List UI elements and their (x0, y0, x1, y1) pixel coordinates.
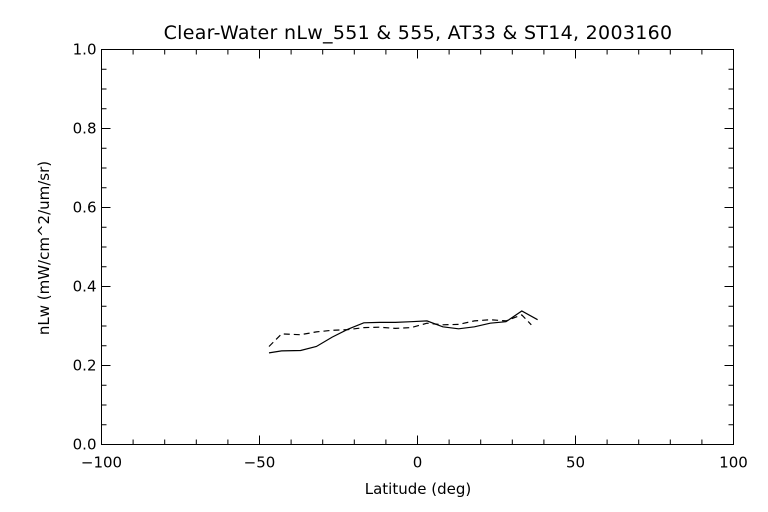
y-tick-label: 1.0 (73, 41, 97, 59)
x-axis-label: Latitude (deg) (365, 480, 471, 498)
y-tick-label: 0.8 (73, 120, 97, 138)
x-axis: −100 −50 0 50 100 (81, 49, 748, 472)
x-tick-label: 100 (719, 454, 748, 472)
series-layer (268, 310, 538, 354)
x-tick-label: 50 (566, 454, 585, 472)
chart-title: Clear-Water nLw_551 & 555, AT33 & ST14, … (164, 22, 673, 44)
y-tick-label: 0.2 (73, 357, 97, 375)
x-tick-label: −100 (81, 454, 122, 472)
y-axis: 0.0 0.2 0.4 0.6 0.8 1.0 (73, 41, 734, 454)
x-tick-label: −50 (244, 454, 276, 472)
series-line-2-dashed (268, 314, 532, 347)
y-axis-label: nLw (mW/cm^2/um/sr) (35, 161, 53, 335)
y-tick-label: 0.6 (73, 199, 97, 217)
y-tick-label: 0.0 (73, 436, 97, 454)
series-line-1-solid (268, 310, 538, 354)
x-tick-label: 0 (413, 454, 423, 472)
y-tick-label: 0.4 (73, 278, 97, 296)
plot-frame (101, 49, 734, 445)
